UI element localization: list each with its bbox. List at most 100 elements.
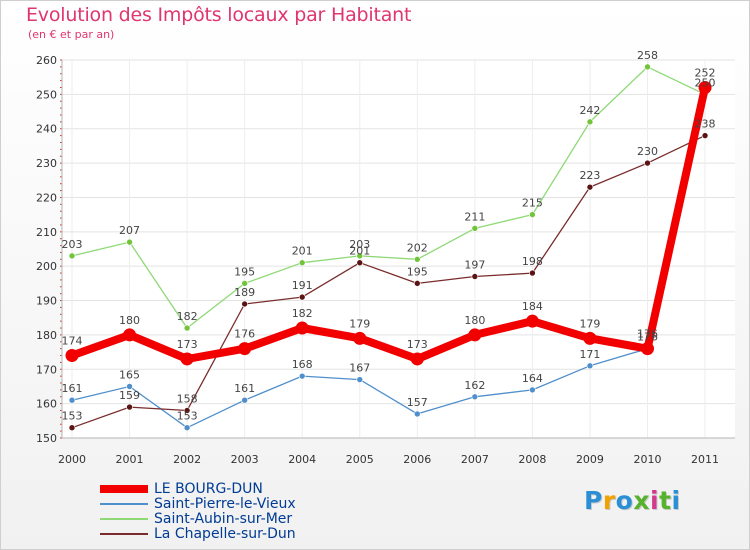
data-label: 173 — [407, 338, 428, 351]
data-point — [295, 321, 309, 335]
brand-letter: r — [602, 486, 616, 515]
brand-logo: Proxiti — [584, 486, 681, 515]
data-point — [529, 386, 536, 394]
data-label: 182 — [177, 310, 198, 323]
data-point — [183, 324, 191, 332]
brand-letter: o — [615, 486, 634, 515]
x-tick-label: 2007 — [461, 453, 489, 466]
data-label: 162 — [464, 379, 485, 392]
x-tick-label: 2009 — [576, 453, 604, 466]
data-label: 153 — [62, 410, 83, 423]
brand-letter: i — [671, 486, 681, 515]
data-point — [126, 403, 133, 411]
series-line — [71, 66, 706, 329]
y-tick-label: 210 — [36, 226, 57, 239]
data-point — [353, 331, 367, 345]
data-point — [238, 342, 252, 356]
legend-item: Saint-Pierre-le-Vieux — [100, 497, 360, 512]
data-point — [698, 80, 712, 94]
data-label: 167 — [349, 362, 370, 375]
legend-swatch — [100, 533, 148, 535]
x-tick-label: 2008 — [518, 453, 546, 466]
data-label: 157 — [407, 396, 428, 409]
data-label: 203 — [349, 238, 370, 251]
data-point — [583, 331, 597, 345]
x-tick-label: 2005 — [346, 453, 374, 466]
data-label: 252 — [695, 66, 716, 79]
y-tick-label: 150 — [36, 432, 57, 445]
data-label: 191 — [292, 279, 313, 292]
legend-swatch — [100, 503, 148, 505]
legend-swatch — [100, 485, 148, 493]
data-label: 201 — [349, 245, 370, 258]
y-tick-label: 200 — [36, 260, 57, 273]
x-tick-label: 2004 — [288, 453, 316, 466]
data-point — [529, 211, 536, 218]
brand-letter: P — [584, 486, 603, 515]
data-point — [471, 273, 479, 280]
data-point — [413, 256, 421, 263]
y-tick-label: 190 — [36, 295, 57, 308]
data-point — [241, 396, 248, 404]
data-label: 176 — [637, 328, 658, 341]
data-label: 203 — [62, 238, 83, 251]
data-point — [241, 280, 248, 287]
data-point — [471, 225, 479, 232]
data-point — [123, 328, 137, 342]
y-tick-label: 160 — [36, 398, 57, 411]
data-label: 184 — [522, 300, 543, 313]
y-tick-label: 260 — [36, 54, 57, 67]
data-label: 179 — [579, 317, 600, 330]
data-label: 189 — [234, 286, 255, 299]
data-point — [468, 328, 482, 342]
data-label: 182 — [292, 307, 313, 320]
data-label: 201 — [292, 245, 313, 258]
data-point — [298, 293, 306, 301]
x-tick-label: 2001 — [116, 453, 144, 466]
data-label: 211 — [464, 210, 485, 223]
data-point — [298, 259, 306, 267]
legend-label: Saint-Aubin-sur-Mer — [154, 511, 293, 527]
data-label: 168 — [292, 358, 313, 371]
legend-label: La Chapelle-sur-Dun — [154, 526, 296, 542]
plot-area — [62, 60, 735, 438]
data-label: 164 — [522, 372, 543, 385]
data-label: 158 — [177, 393, 198, 406]
data-point — [126, 383, 133, 390]
data-point — [126, 238, 133, 246]
data-label: 198 — [522, 255, 543, 268]
data-point — [298, 372, 306, 380]
data-label: 159 — [119, 389, 140, 402]
y-tick-label: 250 — [36, 88, 57, 101]
legend-item: La Chapelle-sur-Dun — [100, 527, 360, 542]
data-label: 180 — [464, 314, 485, 327]
data-point — [356, 376, 364, 383]
data-point — [68, 424, 76, 431]
data-point — [641, 342, 654, 356]
chart-subtitle: (en € et par an) — [28, 28, 115, 41]
data-label: 238 — [695, 118, 716, 131]
data-point — [356, 252, 364, 260]
data-point — [413, 410, 421, 418]
data-point — [644, 63, 651, 71]
data-label: 195 — [234, 265, 255, 278]
data-label: 250 — [695, 76, 716, 89]
data-label: 161 — [234, 382, 255, 395]
x-tick-label: 2002 — [173, 453, 201, 466]
data-point — [180, 352, 194, 366]
data-point — [586, 118, 594, 126]
data-label: 230 — [637, 145, 658, 158]
data-label: 195 — [407, 265, 428, 278]
legend: LE BOURG-DUN Saint-Pierre-le-Vieux Saint… — [100, 482, 360, 542]
data-point — [68, 252, 76, 260]
data-point — [183, 424, 191, 431]
data-point — [356, 259, 364, 267]
data-label: 174 — [62, 335, 83, 348]
x-tick-label: 2000 — [58, 453, 86, 466]
data-point — [68, 396, 76, 404]
data-label: 173 — [177, 338, 198, 351]
x-tick-label: 2003 — [231, 453, 259, 466]
data-label: 176 — [637, 331, 658, 344]
x-tick-label: 2010 — [634, 453, 662, 466]
